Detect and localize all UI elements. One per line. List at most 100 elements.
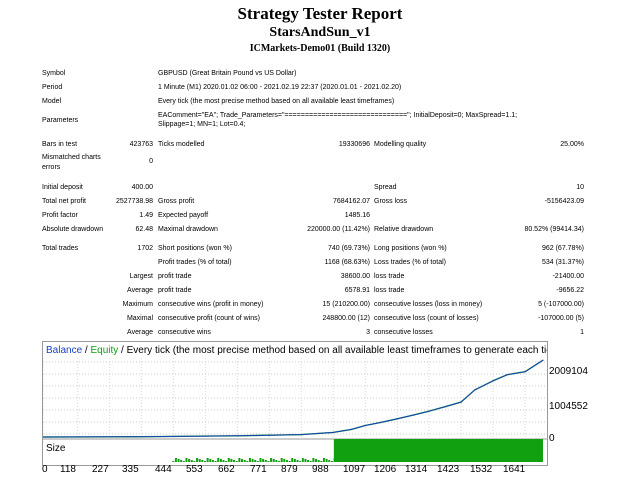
x-tick-label: 553 [186,464,203,475]
size-bar [225,461,228,462]
size-bar [315,459,318,462]
balance-point [109,436,111,438]
x-tick-label: 335 [122,464,139,475]
net-profit-value: 2527738.98 [116,198,153,205]
size-bar [201,460,204,462]
profit-factor-value: 1.49 [139,212,153,219]
largest-profit-value: 38600.00 [340,273,370,280]
initial-deposit-label: Initial deposit [42,184,83,191]
size-bar [322,458,325,462]
spread-value: 10 [576,184,584,191]
avg-consecutive-losses-value: 1 [580,329,584,336]
model-value: Every tick (the most precise method base… [158,98,395,105]
mismatch-label-2: errors [42,164,61,171]
size-bar [288,461,291,462]
average-profit-value: 6578.91 [344,287,370,294]
balance-point [524,371,526,373]
x-tick-label: 1314 [405,464,428,475]
size-bar [264,460,267,462]
size-bar [267,461,270,462]
legend-balance: Balance [46,345,83,356]
parameters-label: Parameters [42,117,79,124]
bars-value: 423763 [129,141,153,148]
balance-point [506,374,508,376]
balance-point [412,414,414,416]
size-bar [325,459,328,462]
period-value: 1 Minute (M1) 2020.01.02 06:00 - 2021.02… [158,84,402,91]
largest-loss-value: -21400.00 [552,273,584,280]
maximal-label: Maximal [126,315,153,322]
max-consecutive-losses-label: consecutive losses (loss in money) [374,301,483,308]
total-trades-label: Total trades [42,245,79,252]
balance-point [396,418,398,420]
parameters-line-2: Slippage=1; MN=1; Lot=0.4; [158,121,246,128]
size-bar [206,458,209,462]
report-title: Strategy Tester Report [237,4,403,23]
total-trades-value: 1702 [137,245,153,252]
symbol-label: Symbol [42,70,66,77]
parameters-line-1: EAComment="EA"; Trade_Parameters="======… [158,112,518,119]
average-loss-label: loss trade [374,287,405,294]
profit-trades-label: Profit trades (% of total) [158,259,232,266]
chart-description: / Every tick (the most precise method ba… [118,345,548,356]
size-bar [312,458,315,462]
average-profit-label: profit trade [158,287,192,294]
balance-point [542,359,544,361]
expected-payoff-label: Expected payoff [158,212,209,219]
long-positions-label: Long positions (won %) [374,245,447,252]
gross-loss-label: Gross loss [374,198,408,205]
quality-label: Modelling quality [374,141,427,148]
mismatch-label-1: Mismatched charts [42,154,101,161]
period-label: Period [42,84,63,91]
size-bar [283,459,286,462]
avg-consecutive-wins-value: 3 [366,329,370,336]
size-bar [280,458,283,462]
balance-point [140,436,143,438]
balance-point [43,436,44,438]
avg-consecutive-losses-label: consecutive losses [374,329,433,336]
max-consecutive-profit-value: 248800.00 (12) [322,315,370,322]
size-bar [304,459,307,462]
expected-payoff-value: 1485.16 [344,212,370,219]
size-bar [248,458,251,462]
size-bar [270,458,273,462]
y-tick-top: 2009104 [549,366,588,377]
absolute-drawdown-value: 62.48 [135,226,153,233]
profit-trades-value: 1168 (68.63%) [324,259,370,266]
bars-label: Bars in test [42,141,78,148]
size-bar [241,459,244,462]
size-bar [172,461,175,462]
x-tick-label: 1423 [437,464,460,475]
balance-point [460,401,462,403]
x-tick-label: 1532 [470,464,493,475]
x-tick-label: 1641 [503,464,526,475]
balance-point [300,433,302,436]
size-bar [301,458,304,462]
size-bar [262,459,265,462]
equity-line [43,359,544,438]
ticks-label: Ticks modelled [158,141,205,148]
size-bar [299,461,302,462]
balance-equity-chart: Balance / Equity / Every tick (the most … [42,341,548,466]
size-bar [278,461,281,462]
x-tick-label: 1206 [374,464,397,475]
short-positions-label: Short positions (won %) [158,245,232,252]
gross-profit-value: 7684162.07 [333,198,370,205]
size-bar [285,460,288,462]
size-bar [272,459,275,462]
largest-profit-label: profit trade [158,273,192,280]
size-bar [211,460,214,462]
x-tick-label: 771 [250,464,267,475]
loss-trades-label: Loss trades (% of total) [374,259,446,266]
size-bar [254,460,257,462]
size-bar [256,461,259,462]
average-label: Average [127,287,153,294]
absolute-drawdown-label: Absolute drawdown [42,226,104,233]
maximal-drawdown-value: 220000.00 (11.42%) [307,226,370,233]
size-bar [296,460,299,462]
size-bar [198,459,201,462]
model-label: Model [42,98,62,105]
balance-point [268,434,271,436]
largest-label: Largest [129,273,153,280]
size-bar [243,460,246,462]
